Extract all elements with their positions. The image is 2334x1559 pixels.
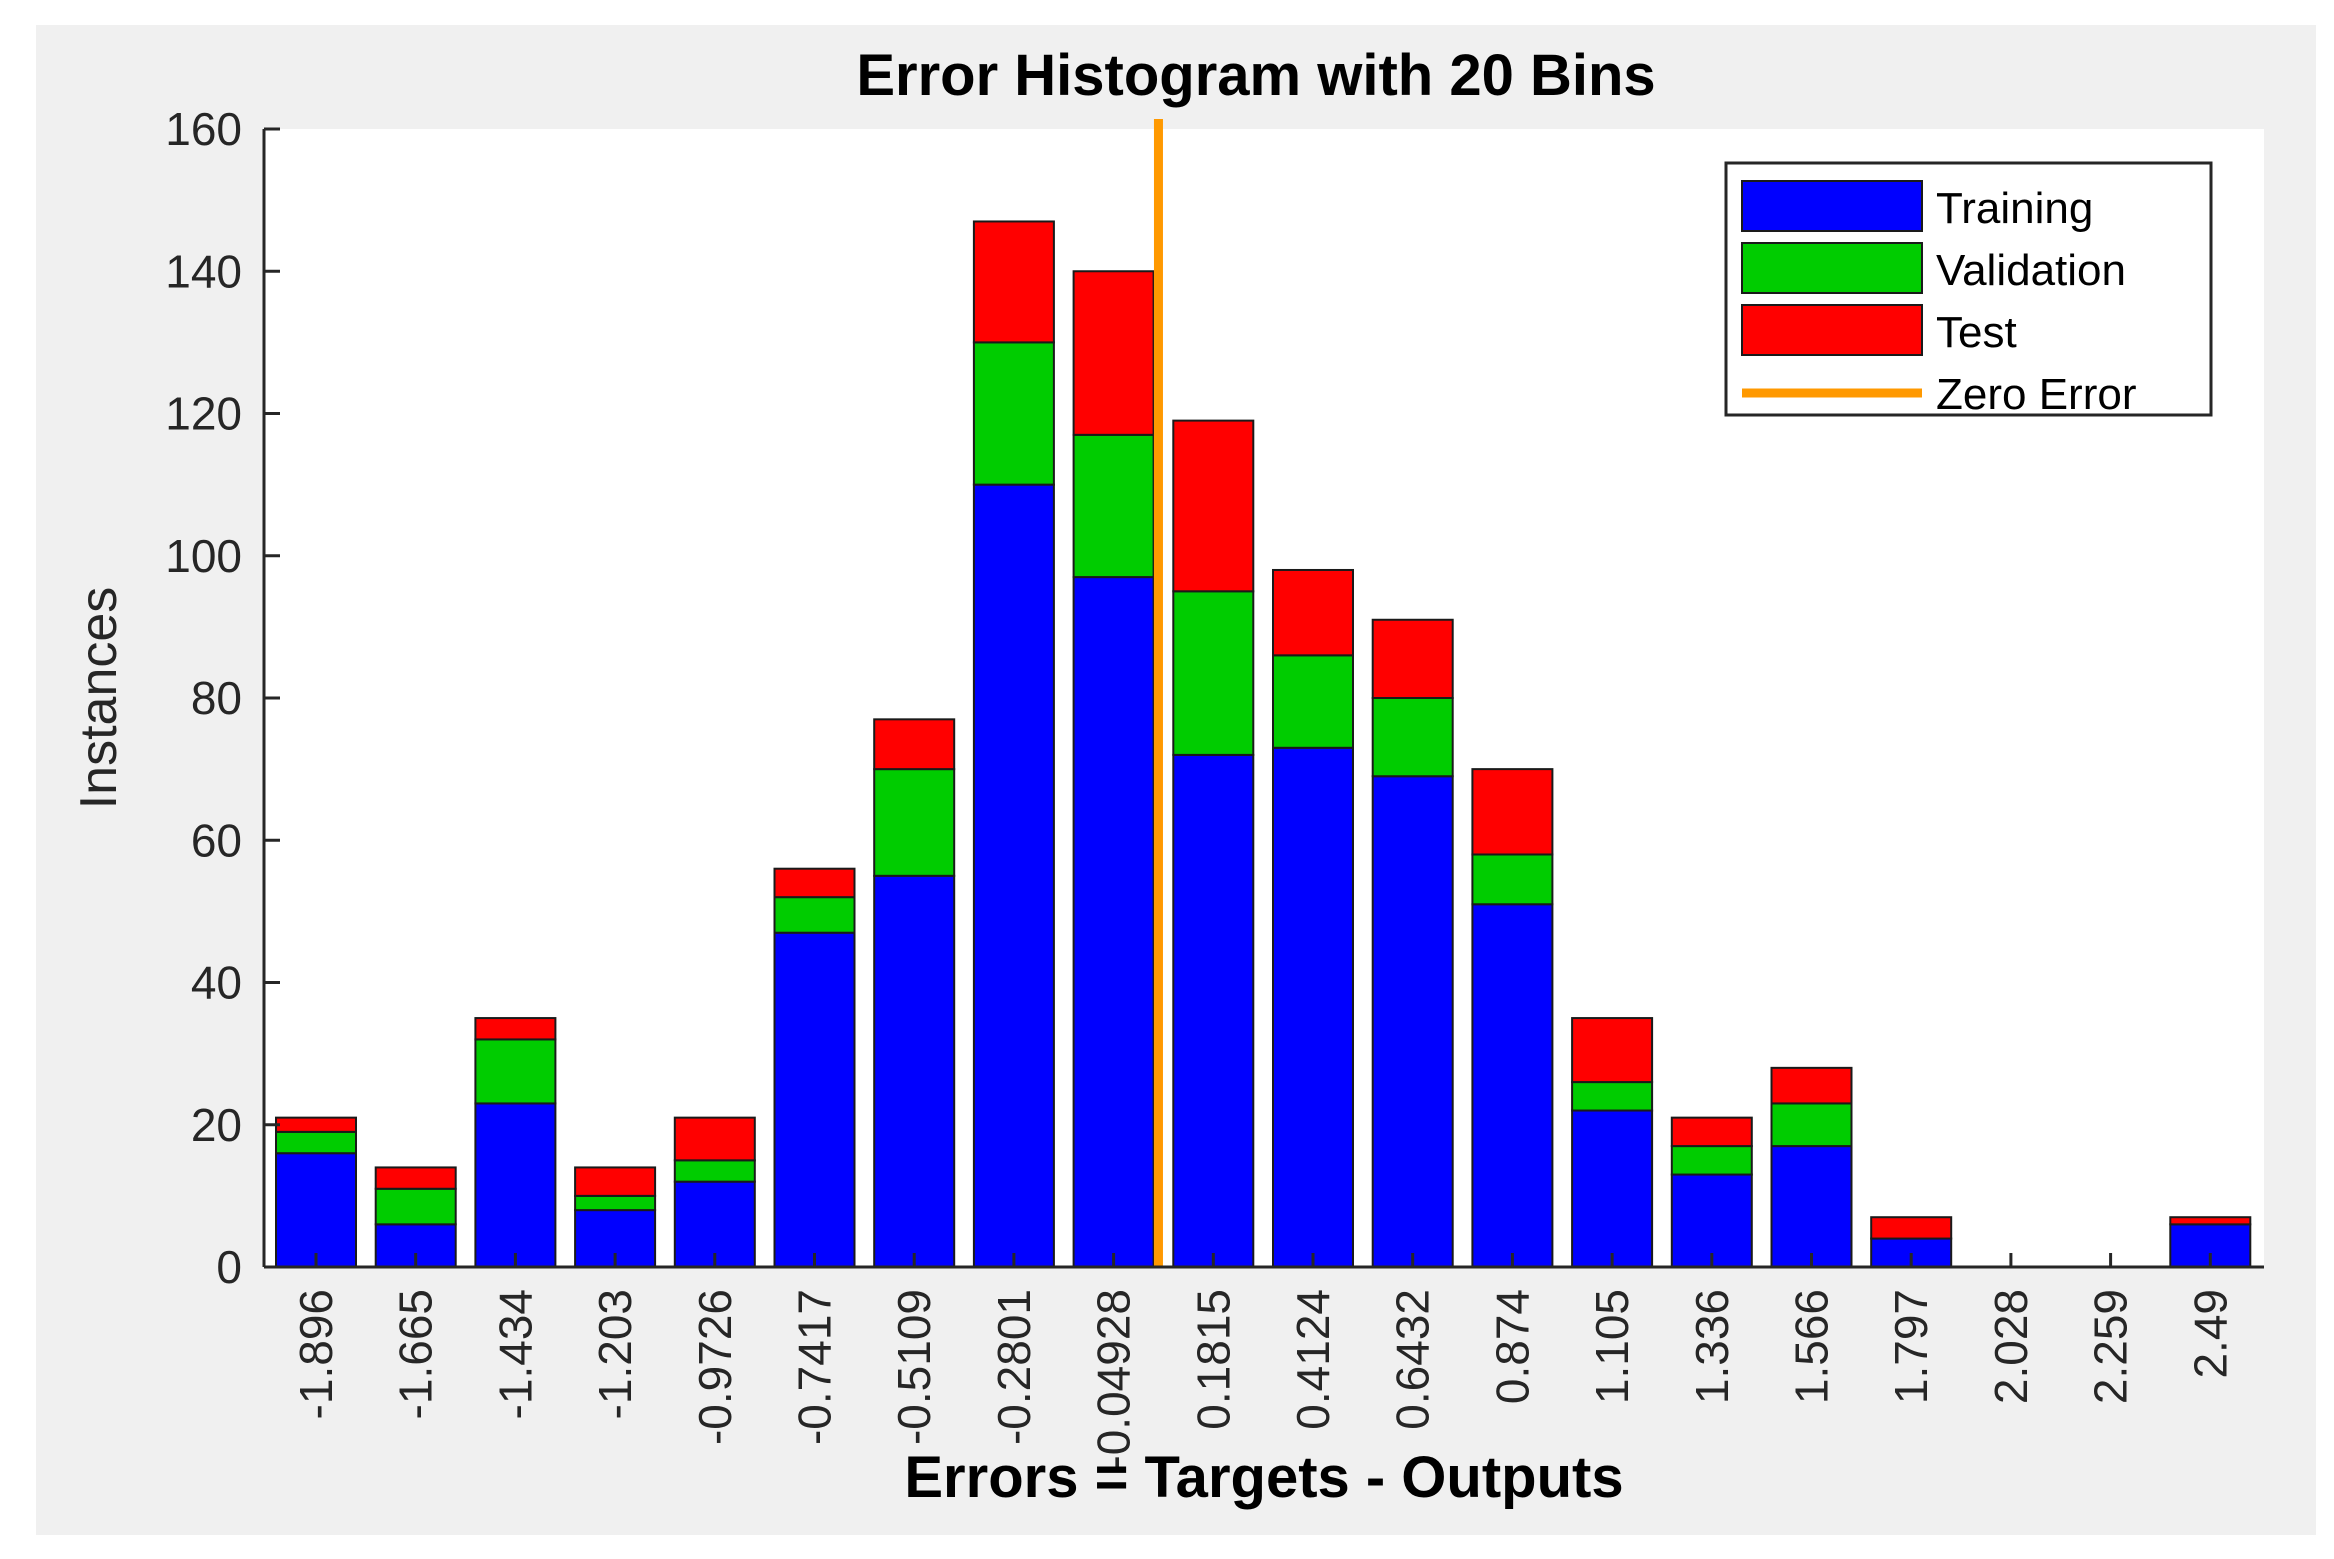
y-tick-label: 120 bbox=[165, 388, 242, 440]
bar-validation-8 bbox=[1072, 433, 1155, 579]
bar-test-0 bbox=[275, 1116, 357, 1133]
bar-test-5 bbox=[773, 867, 856, 899]
bar-training-9 bbox=[1172, 753, 1255, 1268]
bar-training-12 bbox=[1471, 903, 1554, 1268]
bar-training-10 bbox=[1272, 746, 1354, 1268]
bar-test-6 bbox=[873, 718, 956, 771]
y-ticks: 0 20 40 60 80 100 120 140 160 bbox=[165, 103, 280, 1293]
bar-test-9 bbox=[1172, 419, 1255, 593]
legend-swatch-validation bbox=[1741, 242, 1923, 294]
x-tick-label: 0.6432 bbox=[1387, 1289, 1439, 1430]
bar-test-1 bbox=[374, 1166, 457, 1190]
error-histogram-chart: Error Histogram with 20 Bins 0 20 40 60 80 10… bbox=[70, 43, 2264, 1510]
bar-validation-7 bbox=[972, 341, 1055, 486]
x-tick-label: -1.434 bbox=[489, 1289, 541, 1419]
bar-test-3 bbox=[574, 1166, 657, 1197]
y-tick-label: 80 bbox=[191, 672, 242, 724]
bar-validation-6 bbox=[873, 768, 956, 877]
x-ticks: -1.896 -1.665 -1.434 -1.203 -0.9726 -0.7417 -0… bbox=[290, 1253, 2236, 1471]
bar-test-15 bbox=[1770, 1066, 1853, 1105]
y-tick-label: 0 bbox=[216, 1241, 242, 1293]
bar-validation-0 bbox=[275, 1130, 357, 1155]
x-tick-label: -0.7417 bbox=[789, 1289, 841, 1445]
x-tick-label: 2.49 bbox=[2184, 1289, 2236, 1379]
x-tick-label: -0.2801 bbox=[988, 1289, 1040, 1445]
bar-test-16 bbox=[1870, 1216, 1953, 1240]
bars-layer bbox=[275, 220, 2252, 1269]
bar-training-11 bbox=[1371, 775, 1454, 1268]
x-tick-label: -1.665 bbox=[390, 1289, 442, 1419]
x-tick-label: 1.797 bbox=[1885, 1289, 1937, 1404]
bar-validation-4 bbox=[673, 1159, 756, 1183]
bar-validation-11 bbox=[1371, 697, 1454, 778]
x-tick-label: -1.896 bbox=[290, 1289, 342, 1419]
legend-swatch-training bbox=[1741, 180, 1923, 232]
bar-validation-14 bbox=[1670, 1145, 1753, 1176]
bar-test-7 bbox=[972, 220, 1055, 344]
bar-test-8 bbox=[1072, 270, 1155, 436]
y-tick-label: 60 bbox=[191, 814, 242, 866]
bar-training-5 bbox=[773, 931, 856, 1269]
x-tick-label: 1.566 bbox=[1786, 1289, 1838, 1404]
bar-training-7 bbox=[972, 483, 1055, 1268]
bar-training-2 bbox=[474, 1102, 557, 1268]
bar-test-12 bbox=[1471, 768, 1554, 856]
legend-swatch-test bbox=[1741, 304, 1923, 356]
bar-training-6 bbox=[873, 874, 956, 1268]
legend-label-validation: Validation bbox=[1936, 246, 2126, 295]
bar-validation-9 bbox=[1172, 590, 1255, 756]
x-tick-label: 2.259 bbox=[2085, 1289, 2137, 1404]
bar-validation-2 bbox=[474, 1038, 557, 1105]
bar-validation-3 bbox=[574, 1194, 657, 1212]
legend-label-training: Training bbox=[1936, 184, 2093, 233]
bar-validation-1 bbox=[374, 1187, 457, 1226]
y-axis-label: Instances bbox=[70, 587, 128, 810]
x-tick-label: 0.874 bbox=[1486, 1289, 1538, 1404]
legend-label-test: Test bbox=[1936, 308, 2017, 357]
bar-test-11 bbox=[1371, 618, 1454, 700]
bar-training-8 bbox=[1072, 576, 1155, 1268]
legend: Training Validation Test Zero Error bbox=[1724, 161, 2213, 419]
x-tick-label: 0.4124 bbox=[1287, 1289, 1339, 1430]
bar-test-13 bbox=[1571, 1017, 1654, 1084]
bar-test-19 bbox=[2169, 1216, 2252, 1226]
bar-validation-13 bbox=[1571, 1081, 1654, 1112]
x-tick-label: -0.9726 bbox=[689, 1289, 741, 1445]
legend-label-zero-error: Zero Error bbox=[1936, 370, 2136, 419]
y-tick-label: 160 bbox=[165, 103, 242, 155]
bar-validation-12 bbox=[1471, 853, 1554, 906]
bar-validation-5 bbox=[773, 896, 856, 934]
chart-frame: Error Histogram with 20 Bins 0 20 40 60 80 10… bbox=[36, 25, 2316, 1535]
bar-validation-10 bbox=[1272, 654, 1354, 749]
x-tick-label: -0.5109 bbox=[888, 1289, 940, 1445]
y-tick-label: 20 bbox=[191, 1099, 242, 1151]
bar-training-15 bbox=[1770, 1145, 1853, 1269]
bar-test-2 bbox=[474, 1017, 557, 1041]
x-tick-label: 0.1815 bbox=[1187, 1289, 1239, 1430]
bar-test-10 bbox=[1272, 568, 1354, 657]
bar-test-4 bbox=[673, 1116, 756, 1162]
bar-training-13 bbox=[1571, 1109, 1654, 1269]
bar-training-14 bbox=[1670, 1173, 1753, 1268]
x-tick-label: -0.04928 bbox=[1088, 1289, 1140, 1471]
y-tick-label: 100 bbox=[165, 530, 242, 582]
y-tick-label: 40 bbox=[191, 957, 242, 1009]
x-tick-label: -1.203 bbox=[589, 1289, 641, 1419]
bar-validation-15 bbox=[1770, 1102, 1853, 1148]
y-tick-label: 140 bbox=[165, 245, 242, 297]
x-axis-label: Errors = Targets - Outputs bbox=[904, 1445, 1623, 1510]
bar-training-0 bbox=[275, 1152, 357, 1268]
x-tick-label: 1.105 bbox=[1586, 1289, 1638, 1404]
bar-test-14 bbox=[1670, 1116, 1753, 1148]
x-tick-label: 2.028 bbox=[1985, 1289, 2037, 1404]
chart-title: Error Histogram with 20 Bins bbox=[856, 43, 1655, 108]
x-tick-label: 1.336 bbox=[1686, 1289, 1738, 1404]
